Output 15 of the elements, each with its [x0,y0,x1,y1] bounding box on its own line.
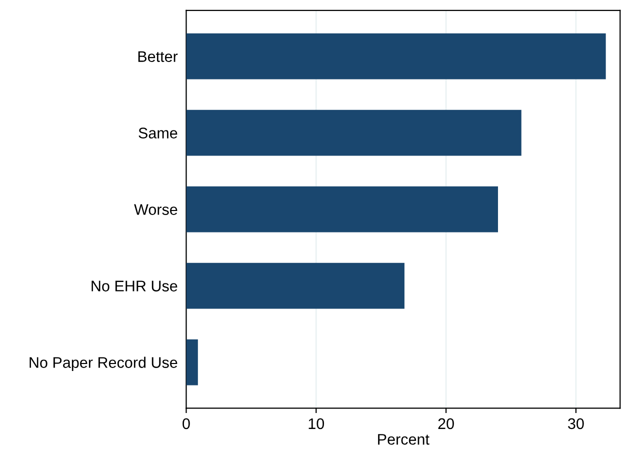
bar [186,110,522,156]
y-tick-label: Same [138,128,178,138]
y-tick-label: No Paper Record Use [30,356,178,371]
x-tick-label: 20 [438,418,454,430]
x-tick-label: 0 [182,418,190,430]
y-tick-label: Better [138,51,178,62]
bar [186,339,198,386]
bar [186,262,404,309]
bar [186,33,606,80]
x-axis-title: Percent [378,434,430,445]
x-tick-label: 30 [568,418,584,430]
y-tick-label: Worse [134,204,178,215]
bar [186,186,498,232]
x-tick-label: 10 [308,418,324,430]
y-tick-label: No EHR Use [92,280,178,292]
